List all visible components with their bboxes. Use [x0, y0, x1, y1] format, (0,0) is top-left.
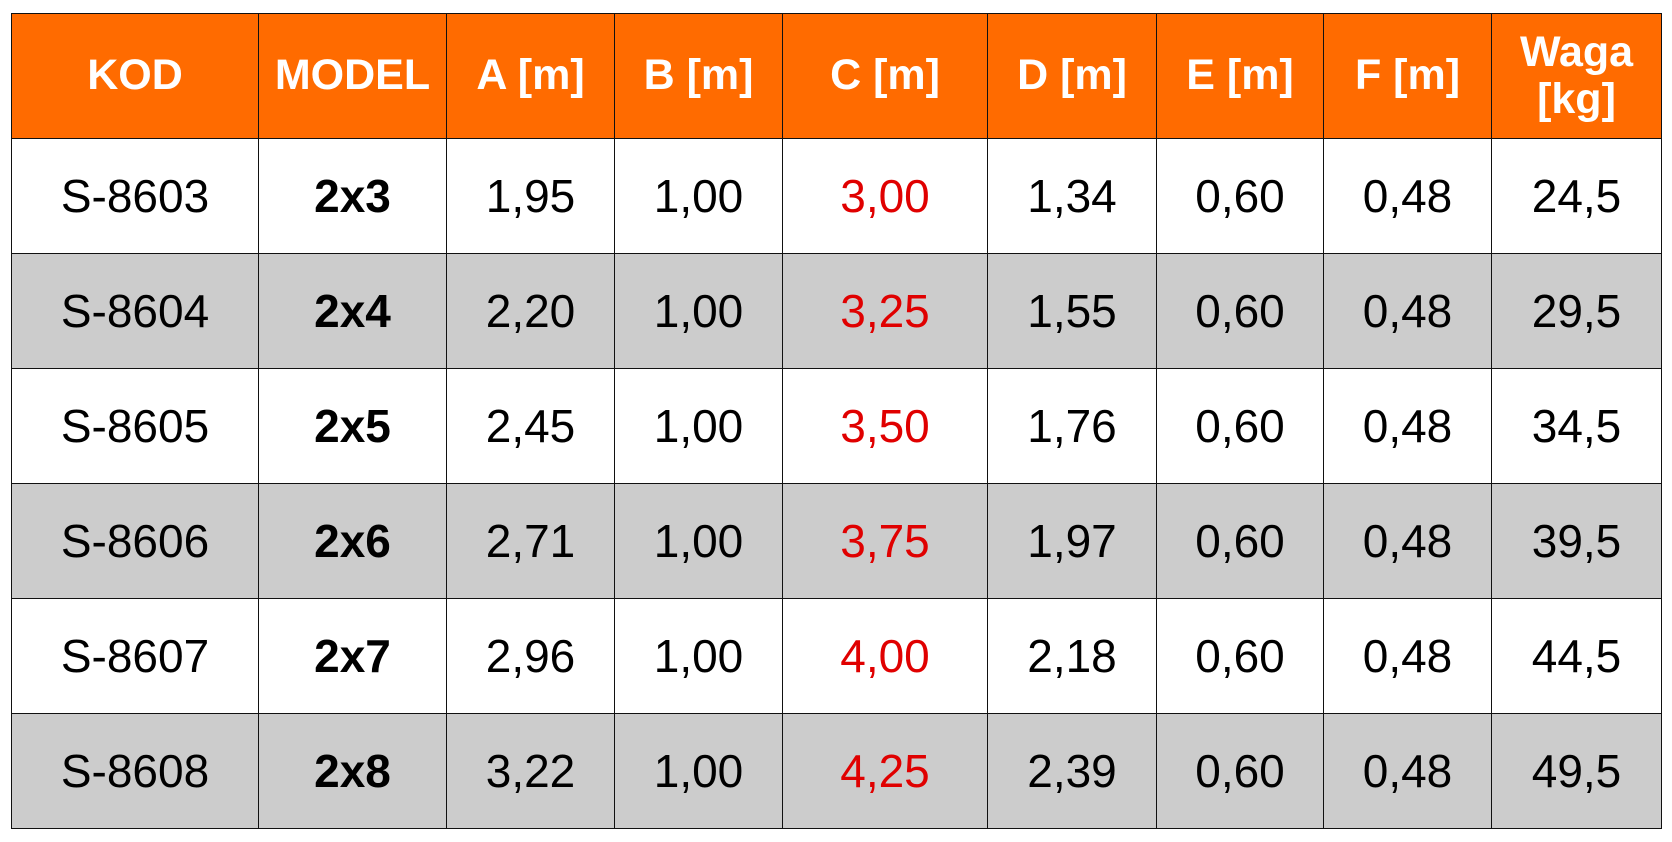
table-row: S-8606 2x6 2,71 1,00 3,75 1,97 0,60 0,48 39,5	[11, 483, 1662, 599]
header-cell: Waga [kg]	[1491, 13, 1662, 139]
table-cell: 1,97	[987, 483, 1157, 599]
table-cell: S-8605	[11, 368, 259, 484]
table-cell: 4,25	[782, 713, 988, 829]
table-cell: 0,60	[1156, 713, 1324, 829]
table-header: KOD MODEL A [m] B [m] C [m] D [m] E [m] F [m] Wa…	[11, 13, 1662, 139]
table-cell: 44,5	[1491, 598, 1662, 714]
model-cell: 2x8	[258, 713, 447, 829]
header-cell: B [m]	[614, 13, 783, 139]
table-cell: 1,95	[446, 138, 615, 254]
header-cell: C [m]	[782, 13, 988, 139]
table-cell: 34,5	[1491, 368, 1662, 484]
table-cell: 49,5	[1491, 713, 1662, 829]
header-row: KOD MODEL A [m] B [m] C [m] D [m] E [m] F [m] Wa…	[11, 13, 1662, 139]
spec-table: KOD MODEL A [m] B [m] C [m] D [m] E [m] F [m] Wa…	[11, 13, 1662, 829]
table-cell: 0,48	[1323, 368, 1492, 484]
table-cell: 39,5	[1491, 483, 1662, 599]
model-cell: 2x3	[258, 138, 447, 254]
table-cell: 3,25	[782, 253, 988, 369]
table-cell: 1,00	[614, 483, 783, 599]
table-cell: 0,48	[1323, 138, 1492, 254]
table-cell: 2,96	[446, 598, 615, 714]
header-cell: F [m]	[1323, 13, 1492, 139]
table-cell: 3,00	[782, 138, 988, 254]
table-cell: 0,48	[1323, 598, 1492, 714]
table-cell: 0,60	[1156, 483, 1324, 599]
table-cell: 2,20	[446, 253, 615, 369]
model-cell: 2x6	[258, 483, 447, 599]
table-cell: 0,60	[1156, 138, 1324, 254]
table-cell: 0,48	[1323, 713, 1492, 829]
model-cell: 2x4	[258, 253, 447, 369]
table-row: S-8603 2x3 1,95 1,00 3,00 1,34 0,60 0,48 24,5	[11, 138, 1662, 254]
table-cell: 24,5	[1491, 138, 1662, 254]
table-row: S-8607 2x7 2,96 1,00 4,00 2,18 0,60 0,48 44,5	[11, 598, 1662, 714]
table-cell: 3,50	[782, 368, 988, 484]
table-cell: 1,55	[987, 253, 1157, 369]
table-cell: 1,00	[614, 253, 783, 369]
table-cell: 1,00	[614, 368, 783, 484]
table-cell: 0,60	[1156, 598, 1324, 714]
model-cell: 2x5	[258, 368, 447, 484]
header-cell: A [m]	[446, 13, 615, 139]
table-cell: 2,45	[446, 368, 615, 484]
header-cell: E [m]	[1156, 13, 1324, 139]
table-cell: 1,00	[614, 713, 783, 829]
header-cell: KOD	[11, 13, 259, 139]
table-cell: 1,00	[614, 598, 783, 714]
table-cell: 1,00	[614, 138, 783, 254]
table-cell: S-8607	[11, 598, 259, 714]
table-cell: 2,18	[987, 598, 1157, 714]
table-row: S-8608 2x8 3,22 1,00 4,25 2,39 0,60 0,48 49,5	[11, 713, 1662, 829]
table-row: S-8605 2x5 2,45 1,00 3,50 1,76 0,60 0,48 34,5	[11, 368, 1662, 484]
table-body: S-8603 2x3 1,95 1,00 3,00 1,34 0,60 0,48 24,5 S-8…	[11, 138, 1662, 829]
model-cell: 2x7	[258, 598, 447, 714]
table-cell: 1,76	[987, 368, 1157, 484]
header-cell: MODEL	[258, 13, 447, 139]
table-row: S-8604 2x4 2,20 1,00 3,25 1,55 0,60 0,48 29,5	[11, 253, 1662, 369]
table-cell: 2,39	[987, 713, 1157, 829]
table-cell: 29,5	[1491, 253, 1662, 369]
table-cell: 0,48	[1323, 253, 1492, 369]
table-cell: 4,00	[782, 598, 988, 714]
table-cell: 0,60	[1156, 253, 1324, 369]
table-cell: S-8604	[11, 253, 259, 369]
table-cell: S-8606	[11, 483, 259, 599]
table-cell: S-8603	[11, 138, 259, 254]
header-cell: D [m]	[987, 13, 1157, 139]
table-cell: 3,22	[446, 713, 615, 829]
table-cell: 3,75	[782, 483, 988, 599]
table-cell: 1,34	[987, 138, 1157, 254]
table-cell: 0,60	[1156, 368, 1324, 484]
table-cell: S-8608	[11, 713, 259, 829]
table-cell: 0,48	[1323, 483, 1492, 599]
table-cell: 2,71	[446, 483, 615, 599]
